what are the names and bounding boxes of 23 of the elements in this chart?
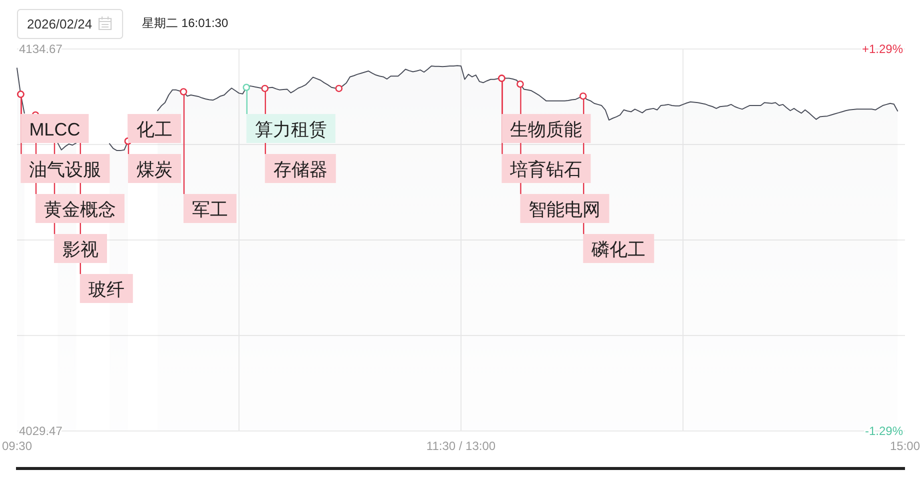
data-label: 军工: [192, 200, 228, 220]
x-tick-label: 11:30 / 13:00: [426, 439, 496, 453]
data-label: 培育钻石: [509, 160, 582, 180]
data-label: 化工: [136, 120, 172, 140]
data-label: 算力租赁: [254, 120, 327, 140]
x-tick-label: 15:00: [890, 439, 920, 453]
data-label: 存储器: [273, 160, 328, 180]
y2-tick-label: +1.29%: [862, 42, 904, 56]
y-tick-label: 4134.67: [19, 42, 63, 56]
x-tick-label: 09:30: [2, 439, 32, 453]
data-label: 生物质能: [510, 120, 582, 140]
data-label: MLCC: [29, 120, 80, 140]
text: 星期二 16:01:30: [142, 16, 228, 30]
data-label: 智能电网: [528, 200, 601, 220]
text: 2026/02/24: [27, 16, 92, 32]
y2-tick-label: -1.29%: [864, 424, 904, 438]
text: 影视: [62, 240, 98, 260]
data-label: 煤炭: [136, 160, 172, 180]
data-label: 油气设服: [29, 160, 102, 180]
y-tick-label: 4029.47: [19, 424, 63, 438]
data-label: 磷化工: [590, 240, 646, 260]
text: 玻纤: [88, 280, 124, 300]
data-label: 黄金概念: [44, 200, 116, 220]
